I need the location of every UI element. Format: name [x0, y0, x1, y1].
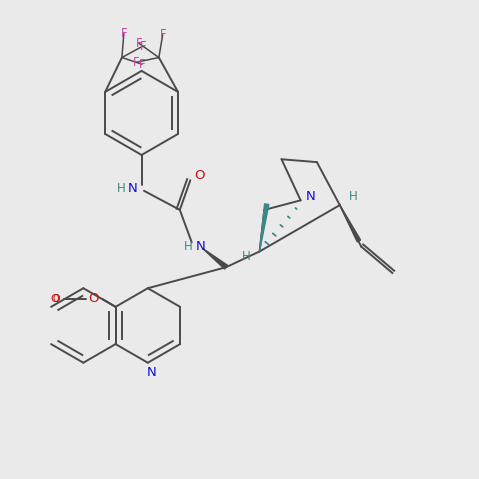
Text: H: H [349, 190, 357, 203]
Text: H: H [117, 182, 126, 195]
Text: F: F [139, 40, 146, 53]
Text: O: O [194, 169, 205, 182]
Text: O: O [53, 294, 60, 304]
Text: F: F [160, 28, 166, 41]
Text: N: N [147, 366, 157, 379]
Text: F: F [138, 57, 145, 71]
Polygon shape [340, 205, 361, 242]
Text: F: F [121, 27, 127, 40]
Polygon shape [202, 248, 228, 269]
Text: H: H [183, 240, 192, 253]
Text: N: N [195, 240, 205, 253]
Polygon shape [260, 204, 269, 251]
Text: N: N [128, 182, 138, 195]
Text: H: H [242, 250, 251, 262]
Text: O: O [88, 292, 98, 305]
Text: O: O [51, 294, 59, 304]
Text: F: F [136, 37, 142, 50]
Text: F: F [133, 56, 139, 69]
Text: N: N [305, 190, 315, 203]
